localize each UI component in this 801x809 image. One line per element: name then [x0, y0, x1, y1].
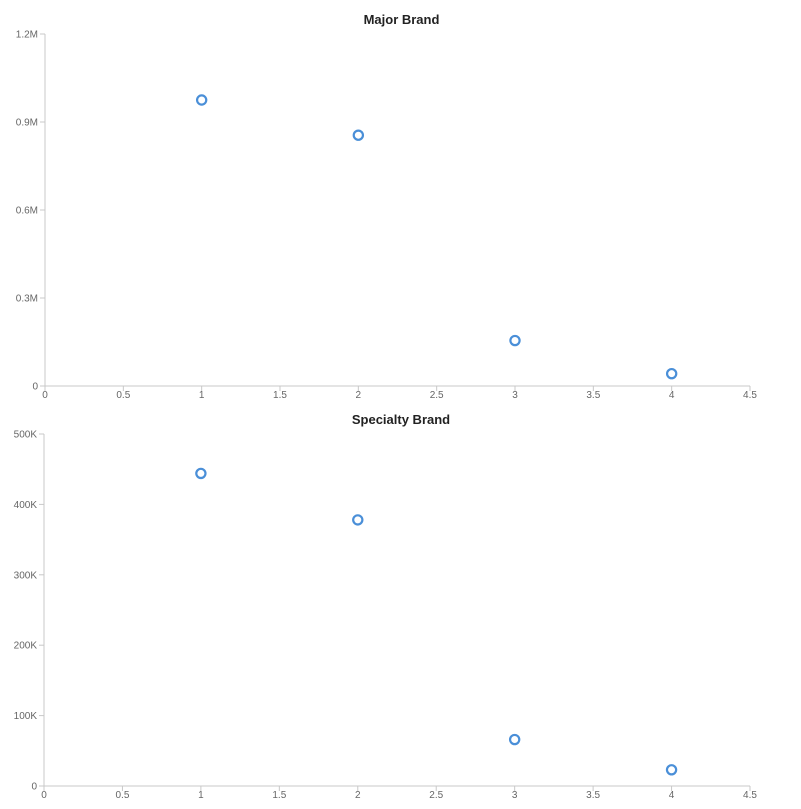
- x-tick-label: 0: [42, 390, 48, 401]
- x-tick-label: 2: [356, 390, 362, 401]
- y-tick-label: 200K: [14, 641, 38, 652]
- x-tick-label: 2.5: [429, 790, 443, 801]
- x-tick-label: 4: [669, 390, 675, 401]
- y-tick-label: 300K: [14, 570, 38, 581]
- y-tick-label: 100K: [14, 711, 38, 722]
- x-tick-label: 4.5: [743, 790, 757, 801]
- y-tick-label: 500K: [14, 430, 38, 441]
- y-tick-label: 0.9M: [16, 118, 38, 129]
- data-point[interactable]: [352, 514, 364, 526]
- x-tick-label: 0: [41, 790, 47, 801]
- x-tick-label: 1: [199, 390, 205, 401]
- data-point[interactable]: [352, 129, 365, 141]
- chart-title: Specialty Brand: [352, 412, 450, 427]
- data-point[interactable]: [665, 367, 678, 380]
- x-tick-label: 3: [512, 790, 518, 801]
- chart-panel-2: Specialty Brand 0 100K 200K 300K 400K 500K 0 0.5…: [14, 412, 758, 801]
- y-tick-label: 400K: [14, 500, 38, 511]
- x-tick-label: 1.5: [273, 390, 287, 401]
- y-tick-label: 0: [31, 782, 37, 793]
- data-point[interactable]: [665, 764, 678, 776]
- x-tick-label: 3: [512, 390, 518, 401]
- data-point[interactable]: [508, 733, 521, 746]
- data-point[interactable]: [509, 334, 521, 347]
- data-point[interactable]: [195, 94, 208, 106]
- x-tick-label: 3.5: [586, 390, 600, 401]
- x-tick-label: 3.5: [586, 790, 600, 801]
- y-tick-label: 0: [32, 382, 38, 393]
- x-tick-label: 1: [198, 790, 204, 801]
- x-tick-label: 4.5: [743, 390, 757, 401]
- data-point[interactable]: [195, 467, 207, 480]
- chart-panel-1: Major Brand 0 0.3M 0.6M 0.9M 1.2M 0 0.5 1 1.5 2 2.5…: [16, 12, 758, 401]
- x-tick-label: 2.5: [430, 390, 444, 401]
- x-tick-label: 0.5: [115, 790, 129, 801]
- x-tick-label: 1.5: [272, 790, 286, 801]
- y-tick-label: 0.6M: [16, 206, 38, 217]
- x-tick-label: 4: [669, 790, 675, 801]
- chart-title: Major Brand: [364, 12, 440, 27]
- y-tick-label: 0.3M: [16, 294, 38, 305]
- y-tick-label: 1.2M: [16, 30, 38, 41]
- x-tick-label: 0.5: [116, 390, 130, 401]
- x-tick-label: 2: [355, 790, 361, 801]
